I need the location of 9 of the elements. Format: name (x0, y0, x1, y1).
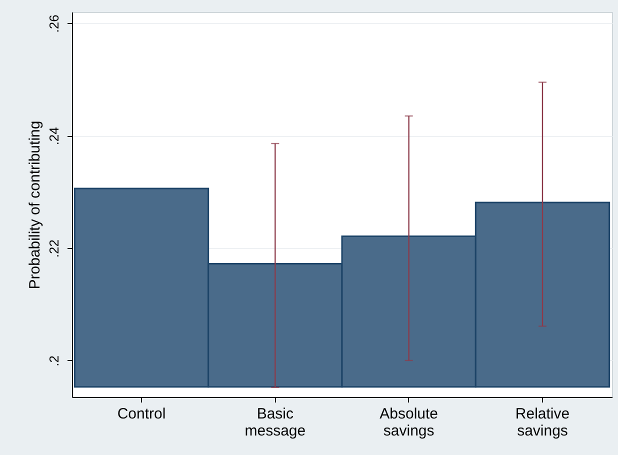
y-tick-label: .22 (46, 240, 62, 258)
y-tick-label: .2 (46, 356, 62, 366)
y-axis-title: Probability of contributing (26, 120, 44, 290)
x-tick-label: Relative savings (515, 406, 570, 440)
y-tick-label: .26 (46, 14, 62, 33)
x-tick-label: Basic message (244, 406, 306, 440)
x-tick-label: Control (117, 406, 166, 422)
x-tick-label: Absolute savings (380, 406, 438, 440)
y-tick-label: .24 (46, 127, 62, 146)
